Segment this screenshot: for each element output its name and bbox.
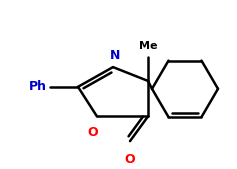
Text: O: O	[125, 153, 135, 166]
Text: N: N	[110, 49, 120, 62]
Text: O: O	[88, 126, 98, 139]
Text: Ph: Ph	[29, 80, 47, 93]
Text: Me: Me	[139, 41, 157, 51]
